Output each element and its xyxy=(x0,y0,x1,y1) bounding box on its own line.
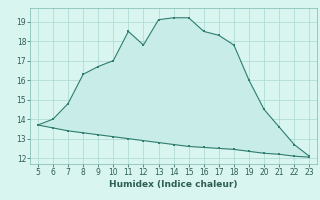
X-axis label: Humidex (Indice chaleur): Humidex (Indice chaleur) xyxy=(109,180,238,189)
